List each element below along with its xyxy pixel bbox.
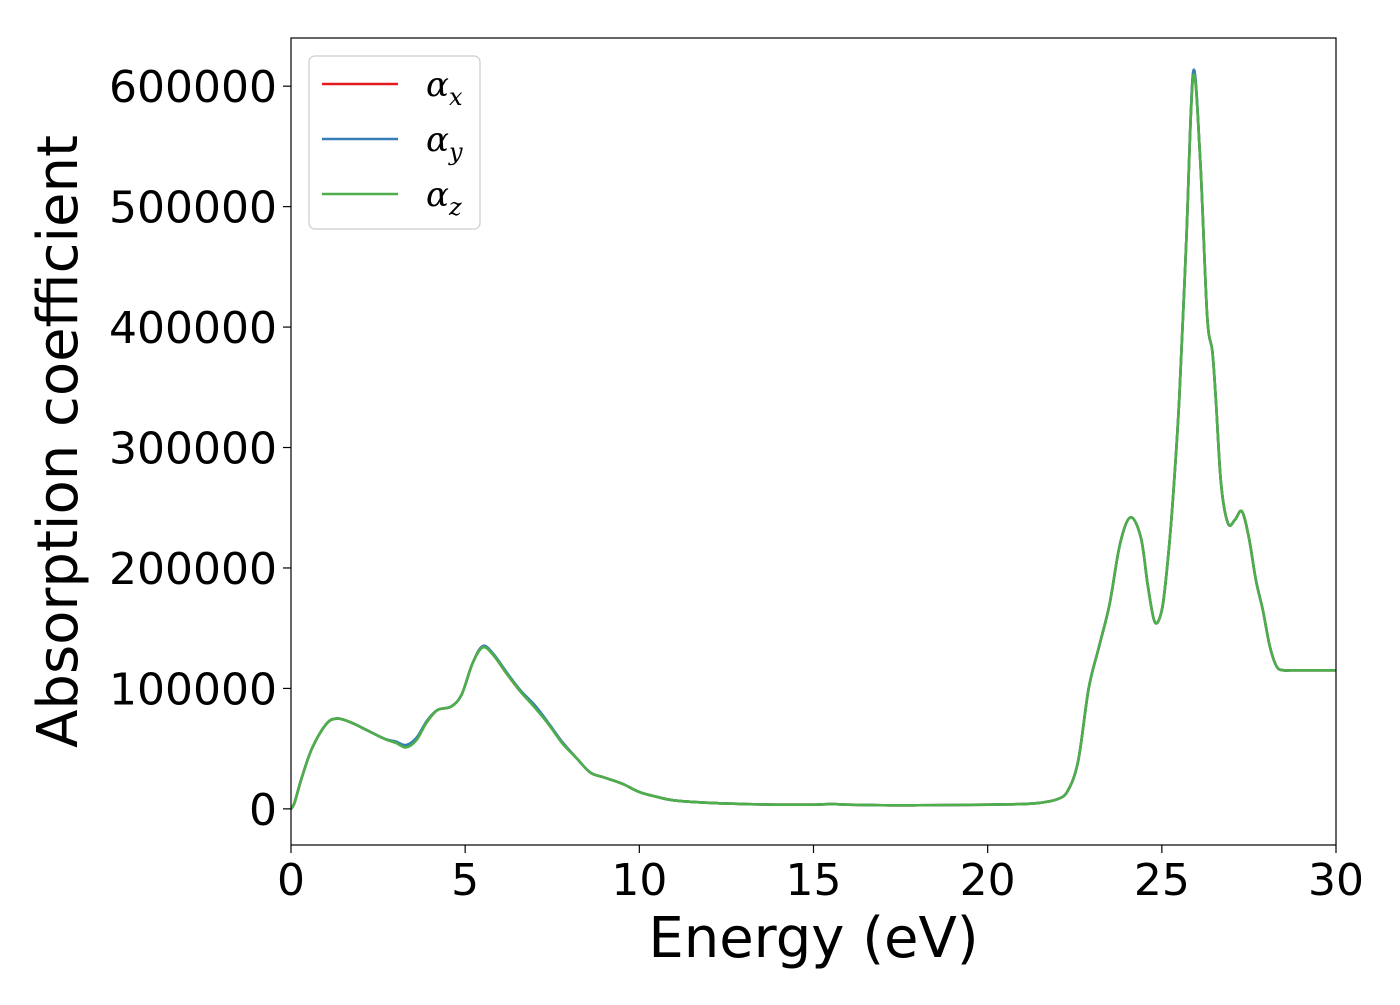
x-tick-label: 0 <box>277 855 305 906</box>
legend-symbol: α <box>426 120 449 160</box>
x-tick-label: 25 <box>1134 855 1190 906</box>
x-tick-label: 20 <box>960 855 1016 906</box>
x-tick-label: 10 <box>611 855 667 906</box>
y-tick-label: 100000 <box>109 664 277 715</box>
y-tick-label: 200000 <box>109 544 277 595</box>
x-tick-label: 5 <box>451 855 479 906</box>
series-layer <box>291 68 1336 811</box>
legend-symbol: α <box>426 65 449 105</box>
y-axis-title: Absorption coefficient <box>26 135 91 748</box>
y-tick-label: 0 <box>249 785 277 836</box>
legend-entry-alpha-z-label: αz <box>426 175 462 221</box>
x-tick-label: 15 <box>786 855 842 906</box>
ticks-layer: 0 5 10 15 20 25 30 0 100000 200000 300000 400000 500… <box>109 62 1364 906</box>
legend-symbol: α <box>426 175 449 215</box>
legend-subscript: y <box>448 138 463 166</box>
legend-entry-alpha-x-label: αx <box>426 65 463 111</box>
legend-subscript: z <box>448 193 462 221</box>
y-tick-label: 300000 <box>109 424 277 475</box>
y-tick-label: 400000 <box>109 303 277 354</box>
y-tick-label: 600000 <box>109 62 277 113</box>
x-axis-title: Energy (eV) <box>648 906 978 971</box>
series-line-alpha-z <box>291 73 1336 811</box>
legend-subscript: x <box>449 83 463 111</box>
legend-box <box>308 55 481 230</box>
legend-entry-alpha-y-label: αy <box>426 120 463 166</box>
y-tick-label: 500000 <box>109 183 277 234</box>
x-tick-label: 30 <box>1308 855 1364 906</box>
